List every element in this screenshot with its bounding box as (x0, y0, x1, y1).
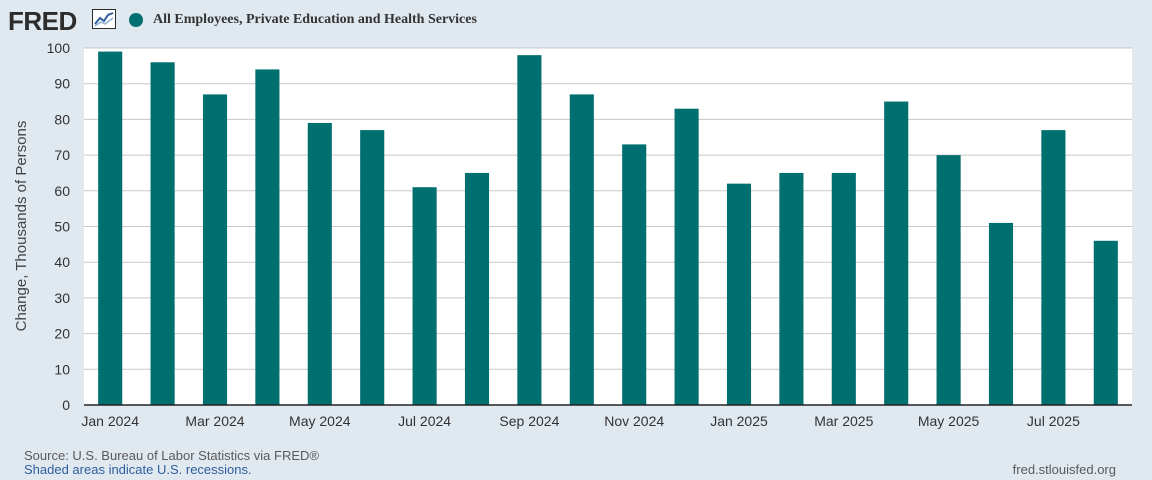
bar[interactable]: May 2025: 70 (936, 155, 961, 405)
y-tick-label: 100 (47, 40, 71, 56)
y-tick-label: 90 (54, 76, 70, 92)
bar[interactable]: Jan 2025: 62 (726, 183, 752, 405)
x-tick-label: Mar 2024 (185, 413, 244, 429)
y-tick-label: 60 (54, 183, 70, 199)
bar-chart: Jan 2024: 99 Feb 2024: 96 Mar 2024: 87 Apr … (13, 40, 1132, 429)
site-url[interactable]: fred.stlouisfed.org (1012, 462, 1116, 477)
bar[interactable]: May 2024: 79 (307, 122, 332, 405)
bar[interactable]: Apr 2025: 85 (884, 101, 909, 406)
x-tick-label: Jan 2025 (710, 413, 768, 429)
x-tick-label: Nov 2024 (604, 413, 664, 429)
bar[interactable]: Mar 2024: 87 (202, 94, 228, 405)
y-tick-label: 10 (54, 361, 70, 377)
bar[interactable]: Aug 2024: 65 (464, 172, 490, 405)
bar[interactable]: Sep 2024: 98 (517, 55, 542, 405)
bar[interactable]: Nov 2024: 73 (622, 144, 647, 405)
chart-header: FRED All Employees, Private Education an… (0, 0, 1152, 40)
bar[interactable]: Jun 2024: 77 (360, 130, 385, 406)
x-tick-label: May 2025 (918, 413, 980, 429)
y-tick-label: 0 (62, 397, 70, 413)
y-tick-label: 20 (54, 326, 70, 342)
legend-label[interactable]: All Employees, Private Education and Hea… (153, 12, 477, 27)
x-tick-label: Sep 2024 (499, 413, 559, 429)
source-note: Source: U.S. Bureau of Labor Statistics … (24, 448, 319, 463)
y-tick-label: 50 (54, 219, 70, 235)
recession-note: Shaded areas indicate U.S. recessions. (24, 462, 252, 477)
x-tick-label: May 2024 (289, 413, 351, 429)
bar[interactable]: Oct 2024: 87 (569, 94, 594, 405)
bar[interactable]: Feb 2024: 96 (150, 62, 175, 405)
fred-logo[interactable]: FRED (8, 6, 77, 36)
bar[interactable]: Dec 2024: 83 (674, 108, 699, 405)
x-tick-label: Jul 2025 (1027, 413, 1080, 429)
bar[interactable]: Jul 2024: 61 (412, 187, 437, 405)
y-axis-label: Change, Thousands of Persons (13, 121, 30, 332)
bar[interactable]: Aug 2025: 46 (1093, 240, 1118, 405)
bar[interactable]: Jul 2025: 77 (1041, 130, 1066, 406)
bar[interactable]: Jan 2024: 99 (98, 51, 123, 405)
line-graph-icon (92, 9, 116, 29)
bar[interactable]: Apr 2024: 94 (255, 69, 280, 406)
y-tick-label: 70 (54, 147, 70, 163)
y-tick-label: 40 (54, 254, 70, 270)
y-tick-label: 30 (54, 290, 70, 306)
x-tick-label: Jan 2024 (81, 413, 139, 429)
bar[interactable]: Jun 2025: 51 (988, 222, 1014, 405)
bar[interactable]: Feb 2025: 65 (779, 172, 804, 405)
bar[interactable]: Mar 2025: 65 (831, 172, 856, 405)
x-tick-label: Mar 2025 (814, 413, 873, 429)
y-tick-label: 80 (54, 111, 70, 127)
legend-marker (129, 13, 143, 27)
x-tick-label: Jul 2024 (398, 413, 451, 429)
